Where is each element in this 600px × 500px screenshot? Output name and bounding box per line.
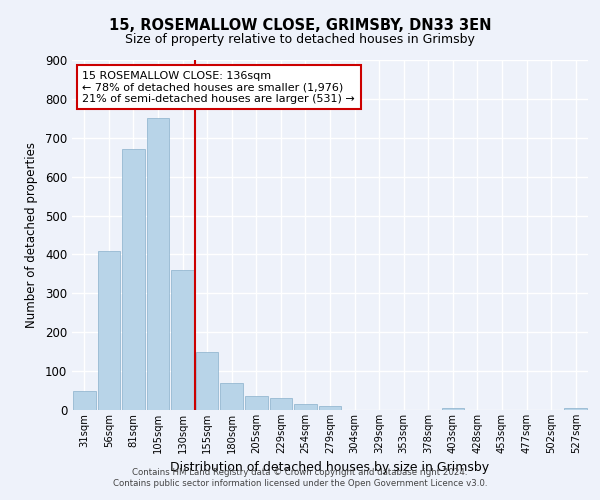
- Bar: [319, 406, 341, 410]
- Bar: [442, 408, 464, 410]
- Bar: [122, 150, 145, 410]
- Bar: [269, 398, 292, 410]
- Text: Size of property relative to detached houses in Grimsby: Size of property relative to detached ho…: [125, 32, 475, 46]
- Text: 15 ROSEMALLOW CLOSE: 136sqm
← 78% of detached houses are smaller (1,976)
21% of : 15 ROSEMALLOW CLOSE: 136sqm ← 78% of det…: [82, 70, 355, 104]
- Bar: [220, 383, 243, 410]
- Bar: [565, 408, 587, 410]
- Bar: [294, 404, 317, 410]
- Y-axis label: Number of detached properties: Number of detached properties: [25, 142, 38, 328]
- Bar: [171, 270, 194, 410]
- Bar: [146, 118, 169, 410]
- X-axis label: Distribution of detached houses by size in Grimsby: Distribution of detached houses by size …: [170, 462, 490, 474]
- Bar: [245, 396, 268, 410]
- Bar: [73, 390, 95, 410]
- Bar: [196, 352, 218, 410]
- Bar: [98, 250, 120, 410]
- Text: Contains HM Land Registry data © Crown copyright and database right 2024.
Contai: Contains HM Land Registry data © Crown c…: [113, 468, 487, 487]
- Text: 15, ROSEMALLOW CLOSE, GRIMSBY, DN33 3EN: 15, ROSEMALLOW CLOSE, GRIMSBY, DN33 3EN: [109, 18, 491, 32]
